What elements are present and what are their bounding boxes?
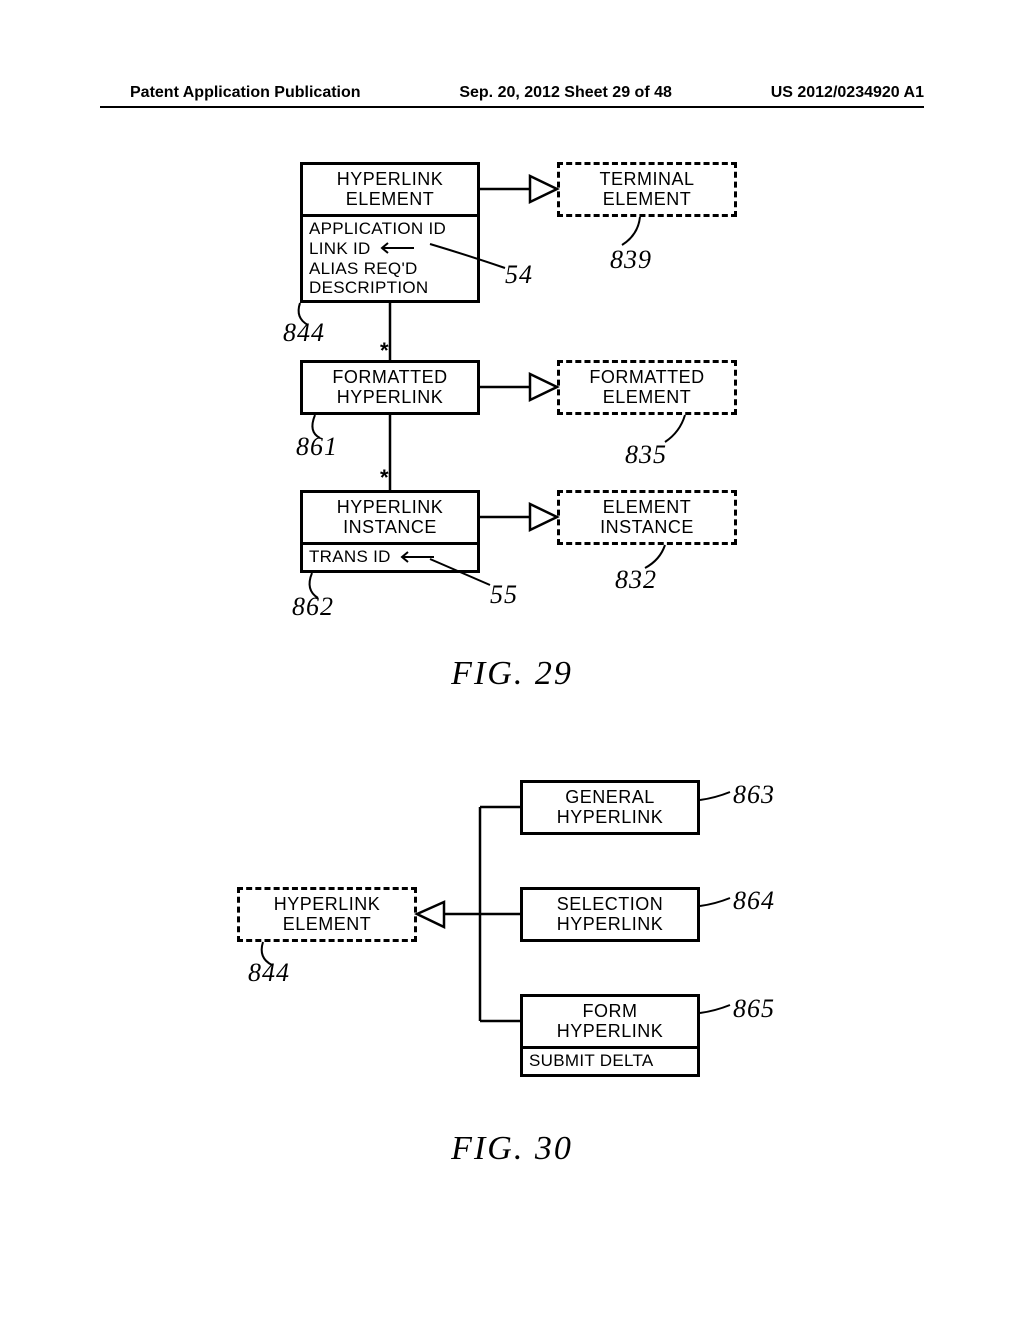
multiplicity-asterisk: * xyxy=(380,465,389,491)
box-text: HYPERLINK xyxy=(557,808,664,828)
box-hyperlink-instance: HYPERLINK INSTANCE xyxy=(300,490,480,545)
ref-862: 862 xyxy=(292,592,334,622)
ref-844b: 844 xyxy=(248,958,290,988)
box-text: HYPERLINK xyxy=(337,498,444,518)
ref-55: 55 xyxy=(490,580,518,610)
patent-page-header: Patent Application Publication Sep. 20, … xyxy=(0,84,1024,102)
box-text: ELEMENT xyxy=(603,498,692,518)
box-text: HYPERLINK xyxy=(337,170,444,190)
box-text: ELEMENT xyxy=(346,190,435,210)
box-form-hyperlink: FORM HYPERLINK xyxy=(520,994,700,1049)
box-hyperlink-element: HYPERLINK ELEMENT xyxy=(300,162,480,217)
box-terminal-element: TERMINAL ELEMENT xyxy=(557,162,737,217)
ref-844: 844 xyxy=(283,318,325,348)
ref-861: 861 xyxy=(296,432,338,462)
attr-row: DESCRIPTION xyxy=(309,278,471,298)
attrs-form-hyperlink: SUBMIT DELTA xyxy=(520,1049,700,1077)
box-text: INSTANCE xyxy=(600,518,694,538)
attr-row: APPLICATION ID xyxy=(309,219,471,239)
ref-54: 54 xyxy=(505,260,533,290)
figure-29-caption: FIG. 29 xyxy=(0,655,1024,693)
box-text: ELEMENT xyxy=(283,915,372,935)
box-text: ELEMENT xyxy=(603,190,692,210)
ref-832: 832 xyxy=(615,565,657,595)
ref-835: 835 xyxy=(625,440,667,470)
box-selection-hyperlink: SELECTION HYPERLINK xyxy=(520,887,700,942)
box-text: FORMATTED xyxy=(589,368,704,388)
box-text: HYPERLINK xyxy=(274,895,381,915)
box-text: SELECTION xyxy=(557,895,664,915)
ref-865: 865 xyxy=(733,994,775,1024)
box-formatted-hyperlink: FORMATTED HYPERLINK xyxy=(300,360,480,415)
header-right: US 2012/0234920 A1 xyxy=(771,84,924,102)
attrs-hyperlink-element: APPLICATION ID LINK ID ALIAS REQ'D DESCR… xyxy=(300,217,480,303)
box-hyperlink-element-ref: HYPERLINK ELEMENT xyxy=(237,887,417,942)
multiplicity-asterisk: * xyxy=(380,338,389,364)
figure-30-caption: FIG. 30 xyxy=(0,1130,1024,1168)
box-text: FORM xyxy=(583,1002,638,1022)
box-text: GENERAL xyxy=(565,788,655,808)
attr-row: LINK ID xyxy=(309,239,471,259)
ref-864: 864 xyxy=(733,886,775,916)
attr-row: ALIAS REQ'D xyxy=(309,259,471,279)
ref-839: 839 xyxy=(610,245,652,275)
box-element-instance: ELEMENT INSTANCE xyxy=(557,490,737,545)
header-center: Sep. 20, 2012 Sheet 29 of 48 xyxy=(459,84,672,102)
box-text: FORMATTED xyxy=(332,368,447,388)
header-rule xyxy=(100,106,924,108)
box-text: TERMINAL xyxy=(599,170,694,190)
ref-863: 863 xyxy=(733,780,775,810)
arrow-left-icon xyxy=(396,548,436,568)
box-text: HYPERLINK xyxy=(337,388,444,408)
box-general-hyperlink: GENERAL HYPERLINK xyxy=(520,780,700,835)
box-text: INSTANCE xyxy=(343,518,437,538)
attrs-hyperlink-instance: TRANS ID xyxy=(300,545,480,573)
box-text: ELEMENT xyxy=(603,388,692,408)
box-text: HYPERLINK xyxy=(557,915,664,935)
box-formatted-element: FORMATTED ELEMENT xyxy=(557,360,737,415)
header-left: Patent Application Publication xyxy=(130,84,361,102)
box-text: HYPERLINK xyxy=(557,1022,664,1042)
arrow-left-icon xyxy=(376,239,416,259)
